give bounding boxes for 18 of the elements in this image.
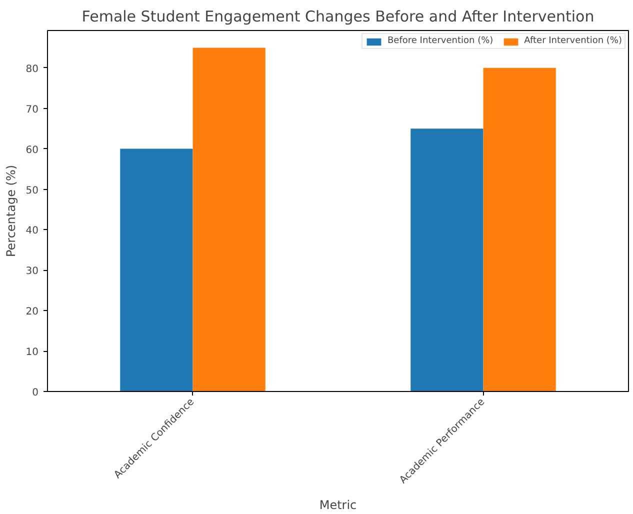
x-axis-title: Metric (319, 498, 357, 512)
chart-title: Female Student Engagement Changes Before and After Intervention (82, 8, 594, 26)
bar (483, 68, 556, 392)
y-tick-label: 80 (26, 64, 39, 75)
y-axis-title: Percentage (%) (4, 164, 18, 258)
y-tick-label: 70 (26, 104, 39, 116)
y-tick-label: 10 (26, 347, 39, 358)
y-tick-label: 30 (26, 266, 39, 278)
bar (120, 148, 193, 392)
y-tick-label: 0 (32, 388, 39, 398)
bar (410, 128, 484, 392)
y-tick-label: 40 (26, 226, 39, 237)
bar (192, 48, 266, 392)
y-tick-label: 60 (26, 144, 39, 156)
legend-label: Before Intervention (%) (388, 36, 494, 46)
legend-label: After Intervention (%) (524, 36, 622, 46)
y-tick-label: 50 (26, 185, 39, 196)
y-tick-label: 20 (26, 306, 39, 318)
